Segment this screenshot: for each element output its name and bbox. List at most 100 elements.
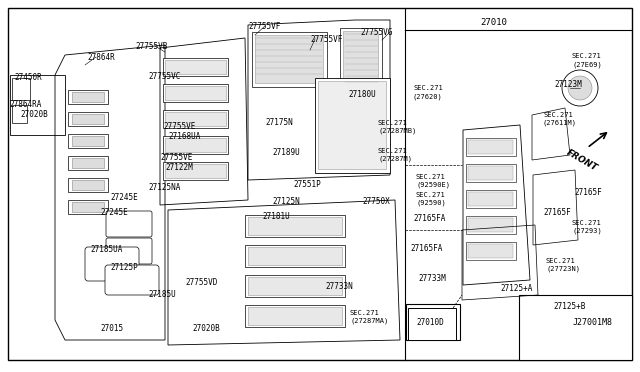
Bar xyxy=(165,164,226,178)
Bar xyxy=(466,138,516,156)
Bar xyxy=(165,86,226,100)
Bar xyxy=(245,305,345,327)
Bar xyxy=(72,180,104,190)
Text: 27551P: 27551P xyxy=(293,180,321,189)
Bar xyxy=(165,138,226,152)
Text: SEC.271: SEC.271 xyxy=(546,258,576,264)
Bar xyxy=(163,162,228,180)
Text: 27165FA: 27165FA xyxy=(410,244,442,253)
Text: SEC.271: SEC.271 xyxy=(378,148,408,154)
Bar xyxy=(466,164,516,182)
Text: (92590): (92590) xyxy=(416,200,445,206)
Text: 27180U: 27180U xyxy=(348,90,376,99)
Text: 27864R: 27864R xyxy=(87,53,115,62)
Text: 27175N: 27175N xyxy=(265,118,292,127)
Bar xyxy=(468,166,513,180)
Bar xyxy=(340,28,382,90)
Text: 27185UA: 27185UA xyxy=(90,245,122,254)
Text: SEC.271: SEC.271 xyxy=(350,310,380,316)
Text: 27185U: 27185U xyxy=(148,290,176,299)
Text: (27611M): (27611M) xyxy=(543,120,577,126)
Bar xyxy=(318,81,386,169)
Text: 27125+A: 27125+A xyxy=(500,284,532,293)
Text: 27755VE: 27755VE xyxy=(160,153,193,162)
Bar xyxy=(68,134,108,148)
Bar xyxy=(255,35,323,83)
Bar xyxy=(72,136,104,146)
Bar xyxy=(466,190,516,208)
Bar xyxy=(163,58,228,76)
Text: FRONT: FRONT xyxy=(565,148,599,173)
Text: 27864RA: 27864RA xyxy=(9,100,42,109)
Bar xyxy=(248,277,342,295)
Bar xyxy=(466,216,516,234)
Bar xyxy=(68,90,108,104)
Bar xyxy=(315,78,390,173)
Bar xyxy=(72,92,104,102)
Bar xyxy=(72,114,104,124)
Text: 27733M: 27733M xyxy=(418,274,445,283)
Bar xyxy=(68,200,108,214)
Text: 27125NA: 27125NA xyxy=(148,183,180,192)
FancyBboxPatch shape xyxy=(85,247,139,281)
FancyBboxPatch shape xyxy=(106,238,152,264)
Text: 27165F: 27165F xyxy=(543,208,571,217)
Bar xyxy=(408,308,456,340)
Text: 27165F: 27165F xyxy=(574,188,602,197)
Bar xyxy=(12,105,27,123)
FancyBboxPatch shape xyxy=(105,265,159,295)
Text: 27245E: 27245E xyxy=(100,208,128,217)
Bar xyxy=(165,60,226,74)
Text: 27125N: 27125N xyxy=(272,197,300,206)
Text: SEC.271: SEC.271 xyxy=(572,53,602,59)
Bar xyxy=(468,140,513,154)
Text: 27450R: 27450R xyxy=(14,73,42,82)
Text: 27015: 27015 xyxy=(100,324,123,333)
Bar xyxy=(72,158,104,168)
Text: 27020B: 27020B xyxy=(192,324,220,333)
Text: 27755VG: 27755VG xyxy=(360,28,392,37)
Bar xyxy=(468,218,513,232)
Text: SEC.271: SEC.271 xyxy=(416,174,445,180)
Text: 27122M: 27122M xyxy=(165,163,193,172)
Text: 27168UA: 27168UA xyxy=(168,132,200,141)
Bar xyxy=(72,202,104,212)
Bar xyxy=(163,84,228,102)
Text: 27750X: 27750X xyxy=(362,197,390,206)
Bar xyxy=(10,75,65,135)
Bar xyxy=(519,295,632,360)
Bar xyxy=(165,112,226,126)
Bar xyxy=(68,156,108,170)
Text: 27755VF: 27755VF xyxy=(310,35,342,44)
Text: 27125P: 27125P xyxy=(110,263,138,272)
Circle shape xyxy=(568,76,592,100)
Text: SEC.271: SEC.271 xyxy=(378,120,408,126)
Bar xyxy=(245,275,345,297)
Text: SEC.271: SEC.271 xyxy=(572,220,602,226)
Text: 27165FA: 27165FA xyxy=(413,214,445,223)
Text: (27287MA): (27287MA) xyxy=(350,318,388,324)
Text: (27620): (27620) xyxy=(413,93,443,99)
Bar xyxy=(468,244,513,258)
Text: 27125+B: 27125+B xyxy=(553,302,586,311)
Text: 27755VC: 27755VC xyxy=(148,72,180,81)
Text: (27293): (27293) xyxy=(572,228,602,234)
Bar xyxy=(245,215,345,237)
Text: 27733N: 27733N xyxy=(325,282,353,291)
Text: 27020B: 27020B xyxy=(20,110,48,119)
Circle shape xyxy=(562,70,598,106)
Bar xyxy=(68,178,108,192)
Bar xyxy=(248,247,342,265)
Text: 27010D: 27010D xyxy=(416,318,444,327)
Text: 27755VF: 27755VF xyxy=(248,22,280,31)
Text: (27723N): (27723N) xyxy=(546,266,580,273)
Text: 27123M: 27123M xyxy=(554,80,582,89)
Bar xyxy=(468,192,513,206)
Bar xyxy=(252,32,327,87)
Text: 27010: 27010 xyxy=(480,18,507,27)
FancyBboxPatch shape xyxy=(106,211,152,237)
Text: SEC.271: SEC.271 xyxy=(413,85,443,91)
Text: SEC.271: SEC.271 xyxy=(416,192,445,198)
Bar xyxy=(248,217,342,235)
Text: (27287M): (27287M) xyxy=(378,156,412,163)
